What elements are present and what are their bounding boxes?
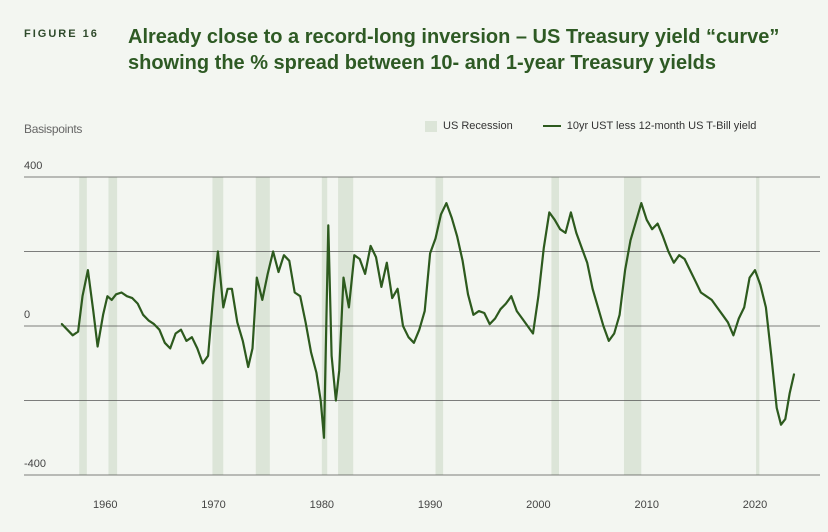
y-tick-label: -400	[24, 458, 46, 470]
x-tick-label: 1980	[310, 499, 334, 511]
x-tick-label: 1970	[201, 499, 225, 511]
legend-recession-swatch	[425, 120, 437, 132]
x-tick-label: 2020	[743, 499, 767, 511]
y-tick-labels: 400 0 -400	[24, 160, 46, 470]
x-tick-label: 1990	[418, 499, 442, 511]
x-tick-label: 2010	[634, 499, 658, 511]
x-tick-label: 1960	[93, 499, 117, 511]
x-tick-label: 2000	[526, 499, 550, 511]
chart-title: Already close to a record-long inversion…	[128, 26, 780, 74]
legend-line-swatch	[542, 125, 561, 127]
series-line-0	[60, 202, 796, 439]
y-tick-label: 400	[24, 160, 42, 172]
y-axis-label: Basispoints	[24, 122, 83, 136]
legend-line-label: 10yr UST less 12-month US T-Bill yield	[566, 120, 757, 132]
chart-legend: US Recession 10yr UST less 12-month US T…	[425, 120, 756, 132]
series-layer	[60, 202, 796, 439]
gridlines	[24, 176, 820, 476]
x-tick-labels: 1960 1970 1980 1990 2000 2010 2020	[93, 499, 767, 511]
legend-recession-label: US Recession	[443, 120, 513, 132]
y-tick-label: 0	[24, 309, 30, 321]
figure-label: FIGURE 16	[24, 28, 99, 40]
